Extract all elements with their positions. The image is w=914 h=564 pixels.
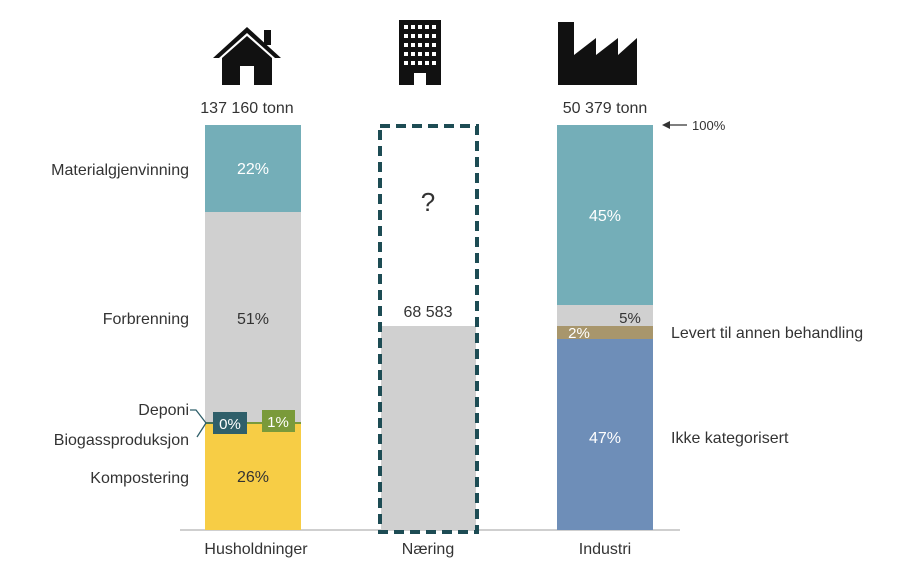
- factory-icon: [558, 22, 637, 85]
- value-label-husholdninger-kompostering: 26%: [237, 469, 269, 486]
- bar-husholdninger-forbrenning: [205, 212, 301, 422]
- total-label-industri: 50 379 tonn: [563, 100, 648, 117]
- building-window: [425, 43, 429, 47]
- building-window: [418, 25, 422, 29]
- bar-industri-materialgjenvinning: [557, 125, 653, 305]
- value-label-husholdninger-deponi: 0%: [219, 416, 241, 433]
- building-window: [425, 34, 429, 38]
- value-label-industri-levert-til-annen-behandling: 2%: [568, 325, 590, 342]
- legend-label-deponi: Deponi: [138, 402, 189, 419]
- x-tick-husholdninger: Husholdninger: [204, 541, 308, 558]
- value-label-husholdninger-forbrenning: 51%: [237, 311, 269, 328]
- building-window: [418, 43, 422, 47]
- legend-label-biogassproduksjon: Biogassproduksjon: [54, 432, 189, 449]
- bar-husholdninger-materialgjenvinning: [205, 125, 301, 212]
- bar-industri-forbrenning: [557, 305, 653, 326]
- building-window: [432, 61, 436, 65]
- building-window: [404, 25, 408, 29]
- naering-frame: [378, 124, 479, 534]
- value-label-husholdninger-biogassproduksjon: 1%: [267, 414, 289, 431]
- reference-label-100: 100%: [692, 118, 726, 133]
- building-window: [411, 43, 415, 47]
- callout-box-deponi: [213, 412, 247, 434]
- legend-label-levert-til-annen-behandling: Levert til annen behandling: [671, 325, 863, 342]
- building-window: [404, 52, 408, 56]
- house-icon: [213, 27, 281, 85]
- value-label-industri-materialgjenvinning: 45%: [589, 208, 621, 225]
- building-window: [411, 34, 415, 38]
- reference-arrow-head: [662, 121, 670, 129]
- office-building-icon: [399, 20, 441, 85]
- building-window: [411, 25, 415, 29]
- value-label-industri-forbrenning: 5%: [619, 310, 641, 327]
- bar-industri-levert-til-annen-behandling: [557, 326, 653, 339]
- legend-label-forbrenning: Forbrenning: [103, 311, 189, 328]
- bar-industri-ikke-kategorisert: [557, 339, 653, 530]
- legend-label-ikke-kategorisert: Ikke kategorisert: [671, 430, 789, 447]
- callout-box-biogassproduksjon: [262, 410, 295, 432]
- naering-known-segment: [381, 326, 476, 530]
- total-label-naering: 68 583: [404, 304, 453, 321]
- legend-label-kompostering: Kompostering: [90, 470, 189, 487]
- bar-husholdninger-kompostering: [205, 422, 301, 530]
- naering-unknown-marker: ?: [421, 187, 435, 217]
- legend-label-materialgjenvinning: Materialgjenvinning: [51, 162, 189, 179]
- building-window: [425, 61, 429, 65]
- leader-line-deponi: [190, 409, 213, 424]
- x-tick-naering: Næring: [402, 541, 454, 558]
- building-window: [404, 43, 408, 47]
- x-tick-industri: Industri: [579, 541, 631, 558]
- building-window: [418, 61, 422, 65]
- building-window: [404, 61, 408, 65]
- building-window: [418, 34, 422, 38]
- building-window: [411, 61, 415, 65]
- total-label-husholdninger: 137 160 tonn: [200, 100, 293, 117]
- leader-line-biogassproduksjon: [196, 422, 207, 438]
- building-window: [432, 52, 436, 56]
- building-window: [411, 52, 415, 56]
- building-window: [425, 52, 429, 56]
- building-window: [418, 52, 422, 56]
- value-label-industri-ikke-kategorisert: 47%: [589, 430, 621, 447]
- building-window: [425, 25, 429, 29]
- building-window: [404, 34, 408, 38]
- building-window: [432, 43, 436, 47]
- building-window: [432, 34, 436, 38]
- building-window: [432, 25, 436, 29]
- value-label-husholdninger-materialgjenvinning: 22%: [237, 161, 269, 178]
